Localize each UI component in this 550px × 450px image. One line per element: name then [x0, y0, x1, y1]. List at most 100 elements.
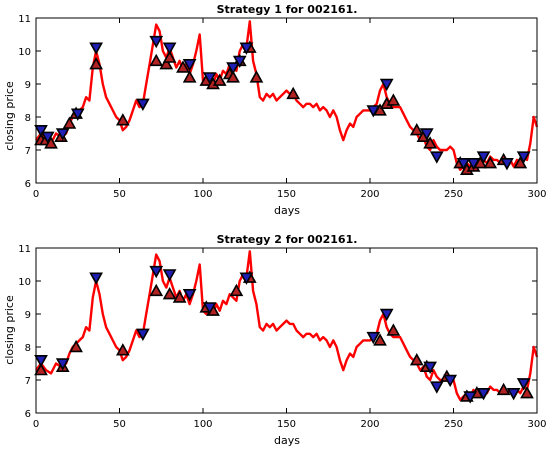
sell-marker	[89, 42, 103, 55]
sell-marker	[136, 328, 150, 341]
buy-marker	[115, 113, 130, 126]
y-tick-label: 11	[18, 14, 31, 25]
closing-price-line	[35, 20, 539, 172]
sell-marker	[182, 288, 197, 302]
buy-marker	[115, 343, 130, 356]
x-tick-label: 300	[527, 419, 546, 430]
y-axis-label: closing price	[3, 295, 16, 365]
sell-marker	[202, 72, 217, 85]
sell-marker	[162, 42, 177, 55]
sell-marker	[70, 108, 85, 121]
buy-marker	[229, 283, 244, 297]
x-tick-label: 250	[444, 189, 463, 200]
buy-marker	[162, 287, 177, 300]
sell-marker	[476, 151, 491, 164]
sell-marker	[463, 391, 478, 404]
sell-marker	[34, 125, 48, 138]
y-tick-label: 7	[25, 146, 31, 157]
x-tick-label: 200	[360, 189, 379, 200]
buy-marker	[409, 353, 424, 366]
y-tick-label: 9	[25, 80, 31, 91]
sell-marker	[423, 361, 437, 374]
sell-marker	[443, 374, 458, 388]
sell-marker	[55, 128, 70, 141]
buy-marker	[182, 70, 197, 83]
sell-marker	[366, 331, 381, 345]
buy-marker	[149, 283, 164, 297]
sell-marker	[226, 62, 240, 75]
sell-marker	[429, 151, 444, 164]
x-axis-label: days	[274, 434, 300, 447]
plot-title: Strategy 1 for 002161.	[217, 3, 358, 16]
y-tick-label: 6	[25, 179, 31, 190]
buy-marker	[149, 53, 164, 67]
sell-marker	[466, 158, 481, 171]
x-tick-label: 50	[113, 419, 126, 430]
sell-marker	[89, 272, 103, 285]
y-tick-label: 8	[25, 113, 31, 124]
buy-marker	[249, 70, 264, 83]
sell-marker	[516, 151, 531, 164]
buy-marker	[172, 290, 187, 303]
sell-marker	[506, 387, 521, 401]
sell-marker	[429, 381, 444, 394]
buy-marker	[496, 382, 511, 396]
sell-marker	[419, 128, 434, 141]
buy-marker	[409, 123, 424, 136]
x-tick-label: 250	[444, 419, 463, 430]
sell-marker	[202, 302, 217, 315]
sell-marker	[516, 378, 531, 391]
x-tick-label: 0	[33, 419, 39, 430]
x-tick-label: 150	[277, 189, 296, 200]
plot-frame	[35, 247, 538, 414]
y-tick-label: 10	[18, 47, 31, 58]
buy-marker	[226, 70, 240, 83]
plot-strategy-1: Strategy 1 for 002161. closing price day…	[3, 3, 547, 217]
buy-marker	[69, 339, 83, 353]
buy-marker	[386, 323, 401, 336]
sell-marker	[366, 105, 381, 118]
x-tick-label: 50	[113, 189, 126, 200]
buy-marker	[62, 116, 77, 129]
x-tick-label: 0	[33, 189, 39, 200]
y-tick-label: 7	[25, 376, 31, 387]
y-tick-label: 9	[25, 310, 31, 321]
marker-layer	[34, 265, 534, 404]
y-tick-label: 8	[25, 343, 31, 354]
y-tick-label: 10	[18, 277, 31, 288]
buy-marker	[423, 136, 437, 149]
buy-marker	[159, 57, 174, 70]
sell-marker	[136, 98, 150, 111]
y-tick-label: 11	[18, 244, 31, 255]
buy-marker	[386, 93, 401, 106]
buy-marker	[212, 73, 227, 86]
sell-marker	[239, 272, 254, 285]
y-axis-label: closing price	[3, 81, 16, 151]
marker-layer	[34, 35, 531, 175]
plot-frame	[35, 17, 538, 184]
buy-marker	[286, 86, 301, 100]
buy-marker	[176, 60, 190, 73]
buy-marker	[34, 362, 48, 376]
sell-marker	[182, 58, 197, 72]
sell-marker	[232, 55, 247, 69]
buy-marker	[373, 333, 387, 346]
plot-strategy-2: Strategy 2 for 002161. closing price day…	[3, 233, 547, 447]
buy-marker	[483, 156, 498, 169]
x-tick-label: 100	[193, 189, 212, 200]
buy-marker	[89, 57, 103, 70]
buy-marker	[162, 50, 177, 63]
sell-marker	[476, 387, 491, 401]
sell-marker	[40, 131, 55, 144]
sell-marker	[379, 78, 394, 92]
buy-marker	[520, 386, 534, 399]
x-tick-label: 200	[360, 419, 379, 430]
tick-layer: 0 50 100 150 200 250 300 6 7 8 9 10 11	[18, 244, 546, 430]
sell-marker	[149, 35, 164, 49]
sell-marker	[55, 358, 70, 371]
x-axis-label: days	[274, 204, 300, 217]
y-tick-label: 6	[25, 409, 31, 420]
sell-marker	[379, 308, 394, 322]
x-tick-label: 100	[193, 419, 212, 430]
